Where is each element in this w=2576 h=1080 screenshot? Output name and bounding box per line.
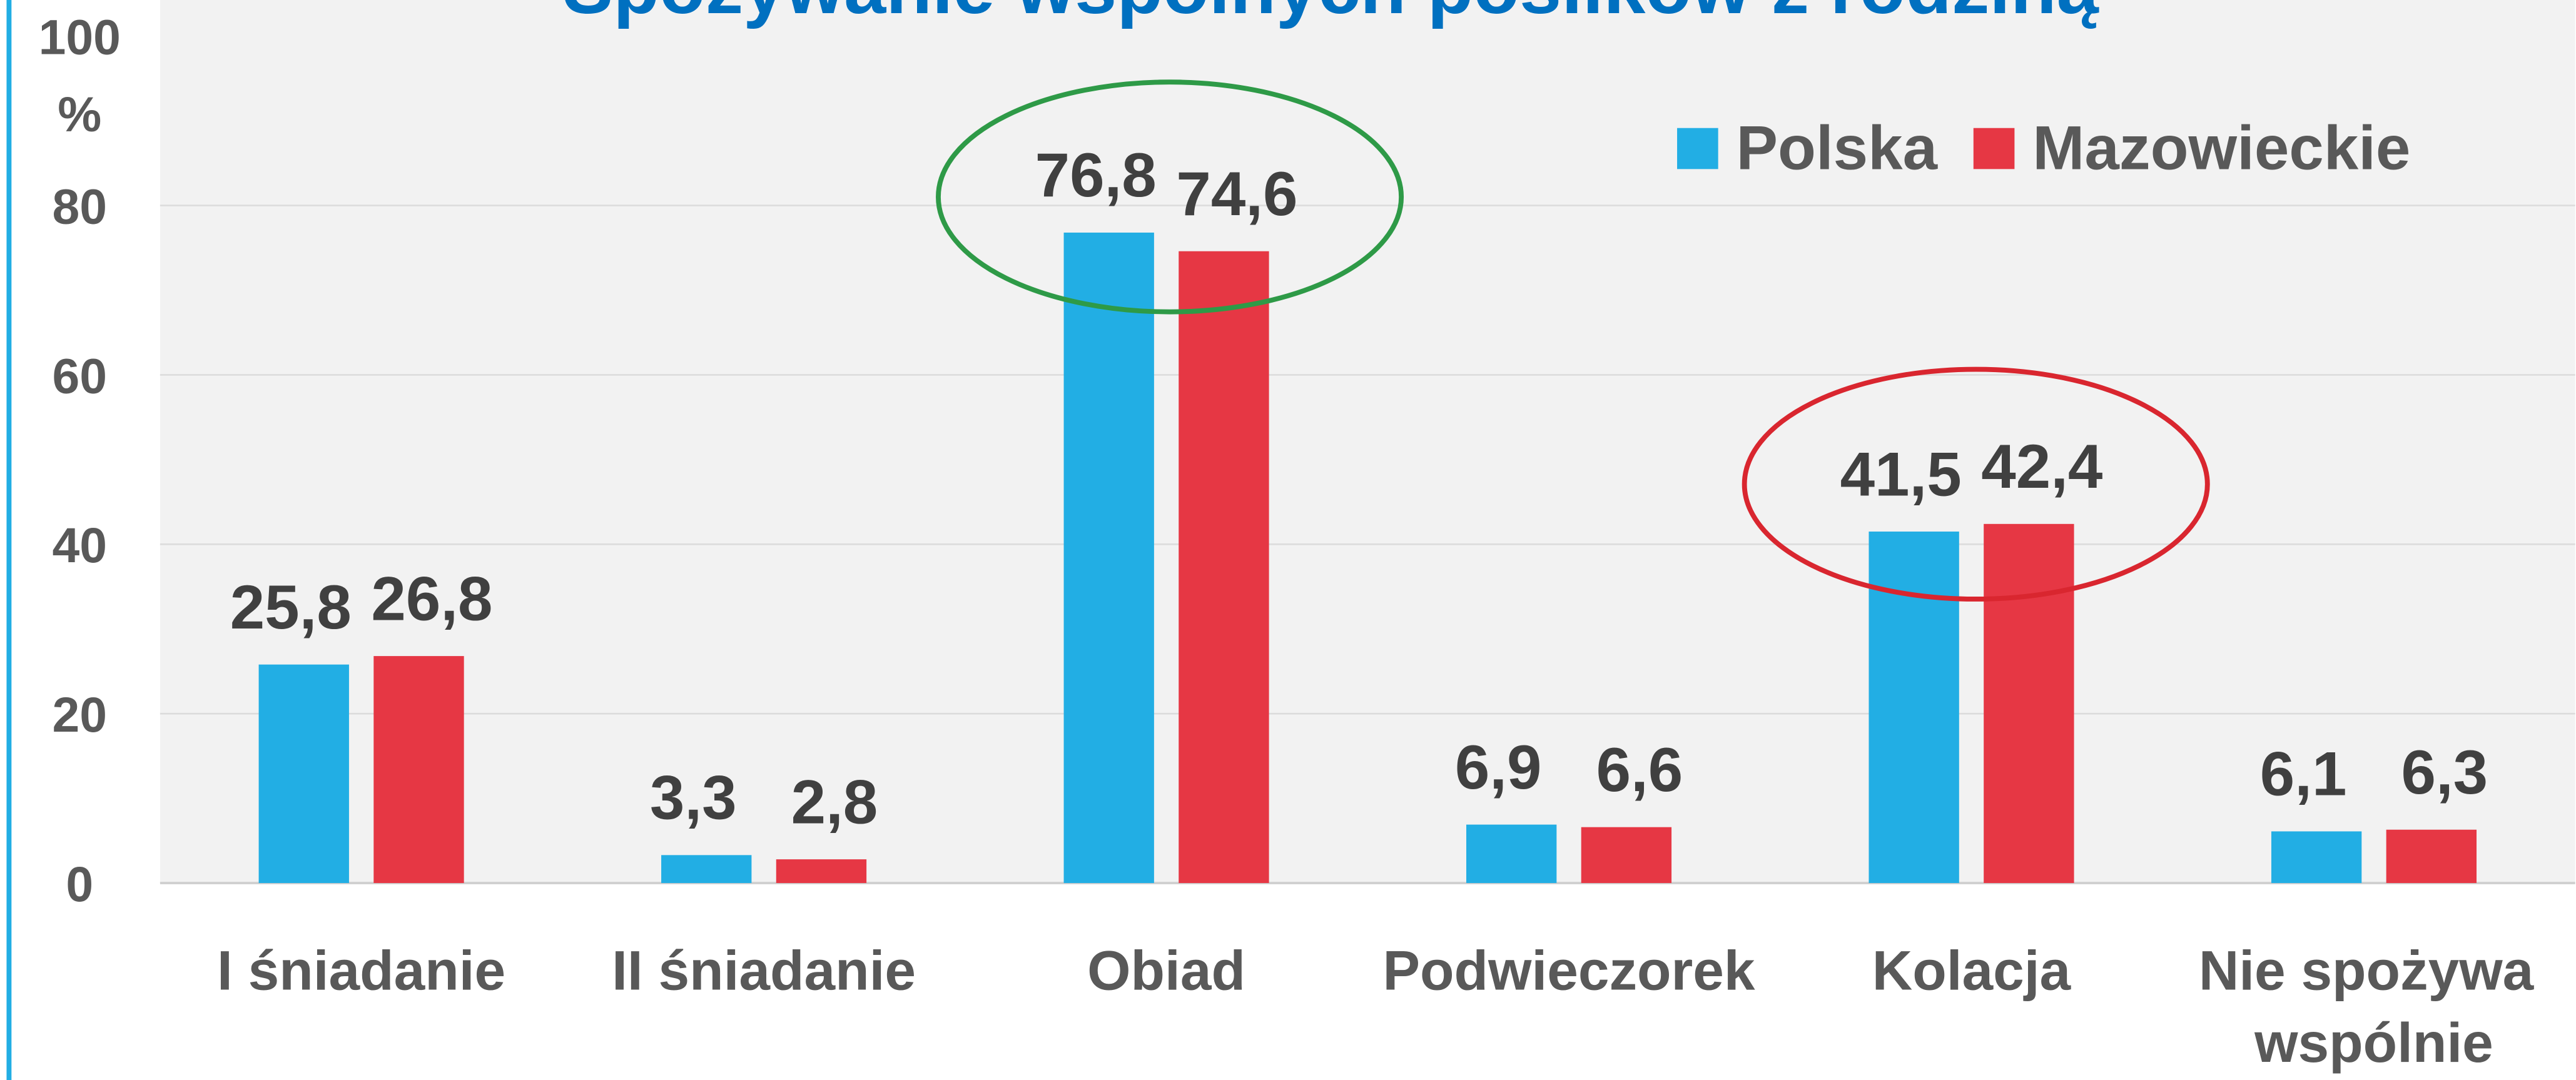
legend-swatch (1973, 128, 2015, 169)
data-label: 3,3 (650, 764, 737, 833)
highlight-ellipse (1742, 366, 2210, 602)
y-tick-label: 0 (66, 857, 93, 912)
plot-background (160, 0, 2575, 884)
bar (1869, 532, 1959, 884)
highlight-ellipse (936, 79, 1404, 315)
x-tick-label: Podwieczorek (1383, 939, 1755, 1002)
bar (1581, 827, 1672, 884)
data-label: 26,8 (371, 564, 492, 633)
bar (2386, 829, 2477, 884)
bar (1466, 824, 1557, 884)
x-tick-label: Kolacja (1872, 939, 2072, 1002)
bar (661, 855, 752, 884)
chart-title: Spożywanie wspólnych posiłków z rodziną (563, 0, 2099, 29)
x-tick-label: II śniadanie (612, 939, 916, 1002)
bar (258, 664, 349, 884)
y-tick-label: 80 (52, 179, 107, 234)
data-label: 6,1 (2260, 740, 2347, 809)
legend-label: Polska (1737, 113, 1939, 183)
data-label: 6,3 (2401, 738, 2488, 807)
bar (1063, 232, 1154, 884)
bar (1179, 251, 1269, 884)
bar (373, 656, 464, 884)
data-label: 41,5 (1840, 440, 1962, 509)
y-tick-label: 40 (52, 518, 107, 573)
legend-label: Mazowieckie (2032, 113, 2410, 183)
x-tick-label: I śniadanie (217, 939, 505, 1002)
marks: 0 20 40 60 80 100 I śniadanie 25,8 26,8 II śniada… (39, 10, 2575, 1074)
data-label: 2,8 (791, 767, 878, 837)
bar (2271, 831, 2362, 884)
data-label: 25,8 (230, 573, 352, 642)
y-tick-label: 100 (39, 10, 121, 65)
y-tick-label: 60 (52, 348, 107, 403)
data-label: 6,6 (1596, 735, 1683, 805)
data-label: 42,4 (1981, 432, 2102, 502)
legend-swatch (1677, 128, 1718, 169)
y-tick-label: 20 (52, 687, 107, 742)
data-label: 6,9 (1455, 733, 1542, 802)
bar (1984, 523, 2074, 884)
x-tick-label: Nie spożywa wspólnie (2199, 939, 2549, 1074)
y-axis-label: % (58, 87, 101, 142)
data-label: 74,6 (1176, 159, 1297, 229)
x-tick-label: Obiad (1087, 939, 1245, 1002)
data-label: 76,8 (1035, 141, 1157, 210)
bar (776, 859, 867, 884)
